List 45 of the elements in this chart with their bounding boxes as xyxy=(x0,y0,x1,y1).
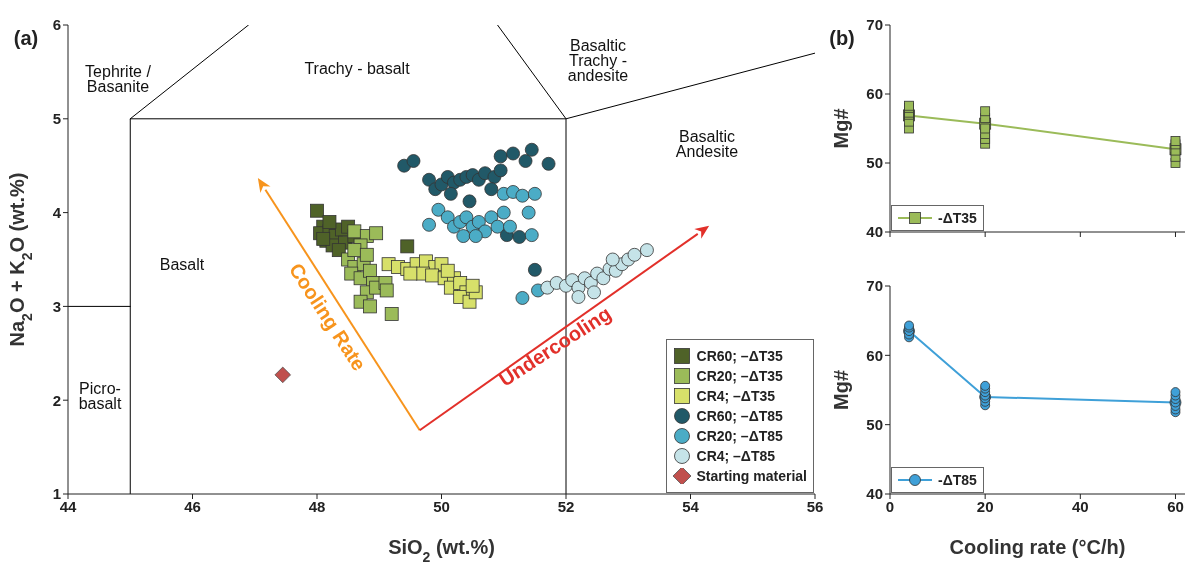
y-tick-label: 40 xyxy=(866,485,883,503)
y-tick-label: 60 xyxy=(866,85,883,103)
legend-label: CR20; –ΔT85 xyxy=(696,427,783,446)
y-tick-label: 2 xyxy=(52,391,61,409)
x-tick-label: 54 xyxy=(682,497,700,515)
x-axis-title: Cooling rate (°C/h) xyxy=(949,536,1126,558)
annotation: Basaltic Andesite xyxy=(675,127,739,160)
legend-label: CR60; –ΔT85 xyxy=(696,407,783,426)
y-tick-label: 70 xyxy=(866,16,883,34)
legend-label: -ΔT85 xyxy=(938,471,977,490)
text: (a) xyxy=(13,27,39,50)
x-tick-label: 40 xyxy=(1071,497,1089,515)
legend-label: CR20; –ΔT35 xyxy=(696,367,783,386)
legend-label: CR4; –ΔT85 xyxy=(696,447,776,466)
y-tick-label: 5 xyxy=(52,110,61,128)
y-tick-label: 40 xyxy=(866,223,883,241)
x-tick-label: 46 xyxy=(184,497,201,515)
legend-label: -ΔT35 xyxy=(938,209,977,228)
annotation: Basalt xyxy=(159,256,205,274)
x-tick-label: 60 xyxy=(1167,497,1184,515)
annotation: Trachy - basalt xyxy=(304,60,411,78)
y-tick-label: 4 xyxy=(52,203,62,221)
x-tick-label: 20 xyxy=(976,497,994,515)
x-axis-title: SiO$_{2}$ (wt.%) xyxy=(388,536,495,565)
text: (b) xyxy=(829,27,855,50)
x-tick-label: 56 xyxy=(806,497,824,515)
y-tick-label: 6 xyxy=(52,16,61,34)
y-axis-title: Mg# xyxy=(830,108,852,149)
y-tick-label: 70 xyxy=(866,277,883,295)
x-tick-label: 0 xyxy=(885,497,895,515)
y-tick-label: 3 xyxy=(52,297,61,315)
x-tick-label: 48 xyxy=(308,497,326,515)
x-tick-label: 52 xyxy=(557,497,575,515)
annotation: Tephrite / Basanite xyxy=(85,62,152,95)
legend-label: CR4; –ΔT35 xyxy=(696,387,776,406)
annotation: Basaltic Trachy - andesite xyxy=(567,37,629,85)
legend-label: Starting material xyxy=(696,467,807,486)
y-axis-title: Mg# xyxy=(830,370,852,410)
y-tick-label: 60 xyxy=(866,346,883,364)
y-tick-label: 50 xyxy=(866,154,883,172)
x-tick-label: 50 xyxy=(433,497,450,515)
y-tick-label: 1 xyxy=(52,485,61,503)
annotation: Picro- basalt xyxy=(78,379,122,412)
legend-label: CR60; –ΔT35 xyxy=(696,347,783,366)
y-tick-label: 50 xyxy=(866,415,883,433)
